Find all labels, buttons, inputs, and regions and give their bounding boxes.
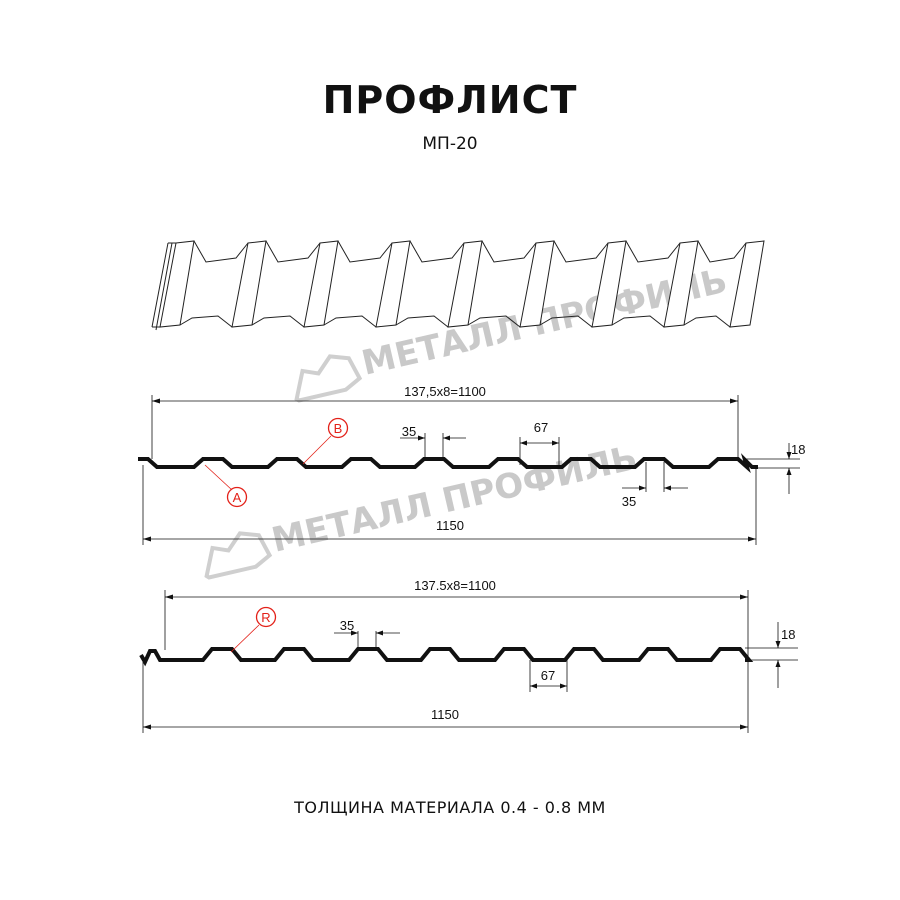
- profile-a: 137,5x8=1100 1150 35 67 35 18 A B: [138, 384, 805, 545]
- model-subtitle: МП-20: [422, 134, 478, 154]
- profile-a-dimension-lines: [142, 395, 800, 545]
- watermark-logo-icon: [294, 354, 363, 403]
- profile-r-pitch-label: 137.5x8=1100: [414, 578, 496, 593]
- profile-a-rib-label: 67: [534, 420, 548, 435]
- marker-r: R: [230, 606, 277, 653]
- profile-a-shape: [138, 453, 758, 474]
- profile-r-arrows: [143, 594, 781, 730]
- profile-a-arrows: [143, 398, 792, 542]
- profile-r-shape: [139, 647, 754, 667]
- svg-text:B: B: [334, 421, 343, 436]
- sheet-valley: [323, 240, 393, 328]
- watermark-logo-icon: [204, 531, 273, 580]
- sheet-rib: [447, 240, 483, 328]
- sheet-rib: [231, 240, 267, 328]
- sheet-rib: [729, 240, 765, 328]
- sheet-valley: [251, 240, 321, 328]
- profile-r-top-width-label: 35: [340, 618, 354, 633]
- profile-a-width-label: 1150: [436, 518, 464, 533]
- svg-text:R: R: [261, 610, 270, 625]
- profile-a-top-width-label: 35: [402, 424, 416, 439]
- sheet-valley: [611, 240, 681, 328]
- watermark-1: МЕТАЛЛ ПРОФИЛЬ: [294, 261, 731, 403]
- sheet-3d-view: [151, 240, 765, 331]
- profile-a-bottom-width-label: 35: [622, 494, 636, 509]
- sheet-valley: [467, 240, 537, 328]
- profile-a-pitch-label: 137,5x8=1100: [404, 384, 486, 399]
- profile-r-height-label: 18: [781, 627, 795, 642]
- sheet-rib: [303, 240, 339, 328]
- profile-a-height-label: 18: [791, 442, 805, 457]
- svg-text:A: A: [233, 490, 242, 505]
- sheet-rib: [375, 240, 411, 328]
- profile-r: 137.5x8=1100 1150 35 67 18 R: [139, 578, 798, 733]
- sheet-valley: [539, 240, 609, 328]
- profile-r-rib-label: 67: [541, 668, 555, 683]
- marker-a: A: [204, 464, 248, 508]
- sheet-valley: [683, 240, 747, 328]
- material-thickness-note: ТОЛЩИНА МАТЕРИАЛА 0.4 - 0.8 ММ: [294, 798, 606, 817]
- sheet-rib: [159, 240, 195, 328]
- watermark-text: МЕТАЛЛ ПРОФИЛЬ: [268, 438, 641, 561]
- profile-r-width-label: 1150: [431, 707, 459, 722]
- sheet-valley: [395, 240, 465, 328]
- marker-b: B: [302, 417, 349, 465]
- page-title: ПРОФЛИСТ: [322, 78, 578, 122]
- sheet-valley: [179, 240, 249, 328]
- sheet-edge: [151, 242, 176, 331]
